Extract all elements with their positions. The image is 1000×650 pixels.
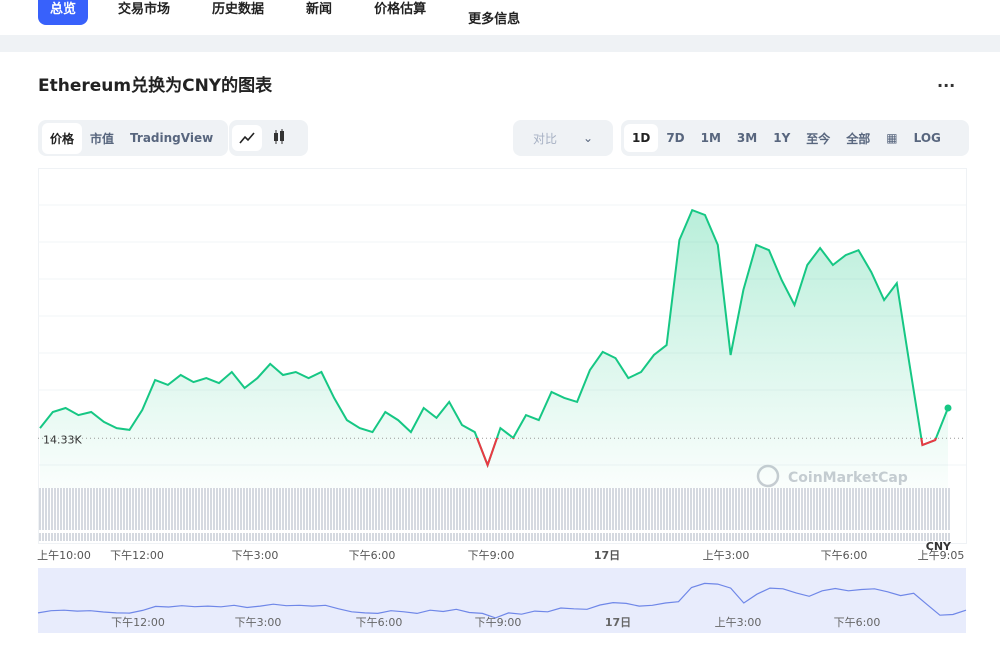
nav-tab[interactable]: 新闻 <box>306 2 333 17</box>
view-tab[interactable]: TradingView <box>130 131 214 145</box>
icon <box>274 128 284 144</box>
compare-label: 对比 <box>533 131 558 146</box>
calendar-button[interactable]: ▦ <box>886 131 898 145</box>
navigator-label: 17日 <box>605 616 631 629</box>
navigator <box>38 568 966 633</box>
navigator-line <box>37 582 967 619</box>
x-tick-label: 下午6:00 <box>349 549 396 562</box>
navigator-label: 下午6:00 <box>834 616 881 629</box>
range-tab[interactable]: 1D <box>624 124 659 152</box>
watermark-logo <box>756 464 780 488</box>
candle-style-button[interactable] <box>262 124 296 153</box>
x-tick-label: 下午12:00 <box>110 549 164 562</box>
icon <box>239 132 255 144</box>
range-tab[interactable]: 7D <box>666 131 685 145</box>
chart-title: Ethereum兑换为CNY的图表 <box>38 76 273 96</box>
currency-label: CNY <box>926 540 952 553</box>
navigator-label: 上午3:00 <box>715 616 762 629</box>
x-tick-label: 上午3:00 <box>703 549 750 562</box>
grid <box>38 204 966 466</box>
price-line <box>39 208 949 469</box>
last-point <box>944 404 952 412</box>
watermark: CoinMarketCap <box>788 470 908 486</box>
range-tab[interactable]: 1Y <box>773 131 791 145</box>
compare-select[interactable]: 对比 ⌄ <box>513 120 613 156</box>
x-tick-label: 下午3:00 <box>232 549 279 562</box>
view-tab[interactable]: 市值 <box>90 131 115 146</box>
x-tick-label: 下午6:00 <box>821 549 868 562</box>
view-tabs: 价格 市值 TradingView <box>38 120 228 156</box>
plot-frame <box>38 168 967 544</box>
price-line-below <box>476 438 938 469</box>
range-tab[interactable]: 1M <box>700 131 721 145</box>
range-tab[interactable]: 3M <box>736 131 758 145</box>
x-tick-label: 17日 <box>594 549 620 562</box>
line-style-button[interactable] <box>232 125 262 151</box>
nav-tab[interactable]: 总览 <box>38 0 89 25</box>
x-tick-label: 下午9:00 <box>468 549 515 562</box>
x-tick-label: 上午9:05 <box>918 549 965 562</box>
range-tabs: 1D 7D 1M 3M 1Y 至今 全部 ▦ LOG <box>621 120 969 156</box>
divider <box>0 35 1000 52</box>
nav-tabs: 总览 交易市场 历史数据 新闻 价格估算 更多信息 <box>38 0 550 27</box>
navigator-label: 下午9:00 <box>475 616 522 629</box>
navigator-label: 下午12:00 <box>111 616 165 629</box>
nav-tab[interactable]: 交易市场 <box>118 2 171 17</box>
range-tab[interactable]: 全部 <box>846 131 871 146</box>
log-button[interactable]: LOG <box>913 131 941 145</box>
chevron: ⌄ <box>582 131 593 145</box>
nav-tab[interactable]: 更多信息 <box>468 12 521 27</box>
view-tab[interactable]: 价格 <box>42 122 83 154</box>
more-menu[interactable]: ... <box>937 72 956 91</box>
navigator-label: 下午6:00 <box>356 616 403 629</box>
chart-style <box>229 120 308 156</box>
x-tick-label: 上午10:00 <box>37 549 91 562</box>
volume-bars <box>38 488 950 541</box>
reference-label: 14.33K <box>43 433 82 446</box>
nav-tab[interactable]: 价格估算 <box>374 2 427 17</box>
price-area <box>40 210 948 488</box>
nav-tab[interactable]: 历史数据 <box>212 2 265 17</box>
range-tab[interactable]: 至今 <box>806 131 831 146</box>
navigator-label: 下午3:00 <box>235 616 282 629</box>
